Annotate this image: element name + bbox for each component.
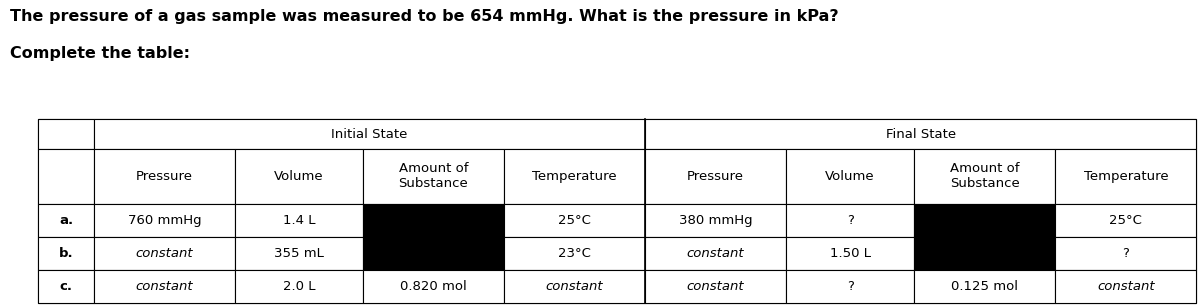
Text: 380 mmHg: 380 mmHg xyxy=(679,214,752,227)
Text: Pressure: Pressure xyxy=(136,170,193,183)
Text: b.: b. xyxy=(59,247,73,260)
Text: ?: ? xyxy=(847,280,853,293)
Text: Temperature: Temperature xyxy=(533,170,617,183)
Text: 25°C: 25°C xyxy=(1110,214,1142,227)
Text: 0.125 mol: 0.125 mol xyxy=(952,280,1019,293)
Text: constant: constant xyxy=(1097,280,1154,293)
Text: Amount of
Substance: Amount of Substance xyxy=(398,162,468,190)
Text: Complete the table:: Complete the table: xyxy=(10,46,190,61)
Text: 1.50 L: 1.50 L xyxy=(829,247,871,260)
Text: a.: a. xyxy=(59,214,73,227)
Text: Amount of
Substance: Amount of Substance xyxy=(950,162,1020,190)
Text: constant: constant xyxy=(686,247,744,260)
Text: constant: constant xyxy=(136,247,193,260)
Text: Initial State: Initial State xyxy=(331,128,408,140)
Text: 0.820 mol: 0.820 mol xyxy=(400,280,467,293)
Text: constant: constant xyxy=(136,280,193,293)
Text: c.: c. xyxy=(60,280,72,293)
Text: Temperature: Temperature xyxy=(1084,170,1168,183)
Text: ?: ? xyxy=(847,214,853,227)
Text: constant: constant xyxy=(686,280,744,293)
Text: Volume: Volume xyxy=(274,170,324,183)
Text: 23°C: 23°C xyxy=(558,247,590,260)
Text: 25°C: 25°C xyxy=(558,214,590,227)
Text: constant: constant xyxy=(546,280,604,293)
Text: 1.4 L: 1.4 L xyxy=(283,214,316,227)
Text: Pressure: Pressure xyxy=(688,170,744,183)
Text: The pressure of a gas sample was measured to be 654 mmHg. What is the pressure i: The pressure of a gas sample was measure… xyxy=(10,9,839,24)
Text: Volume: Volume xyxy=(826,170,875,183)
Text: 355 mL: 355 mL xyxy=(274,247,324,260)
Text: ?: ? xyxy=(1122,247,1129,260)
Text: 760 mmHg: 760 mmHg xyxy=(127,214,202,227)
Text: Final State: Final State xyxy=(886,128,956,140)
Text: 2.0 L: 2.0 L xyxy=(283,280,316,293)
